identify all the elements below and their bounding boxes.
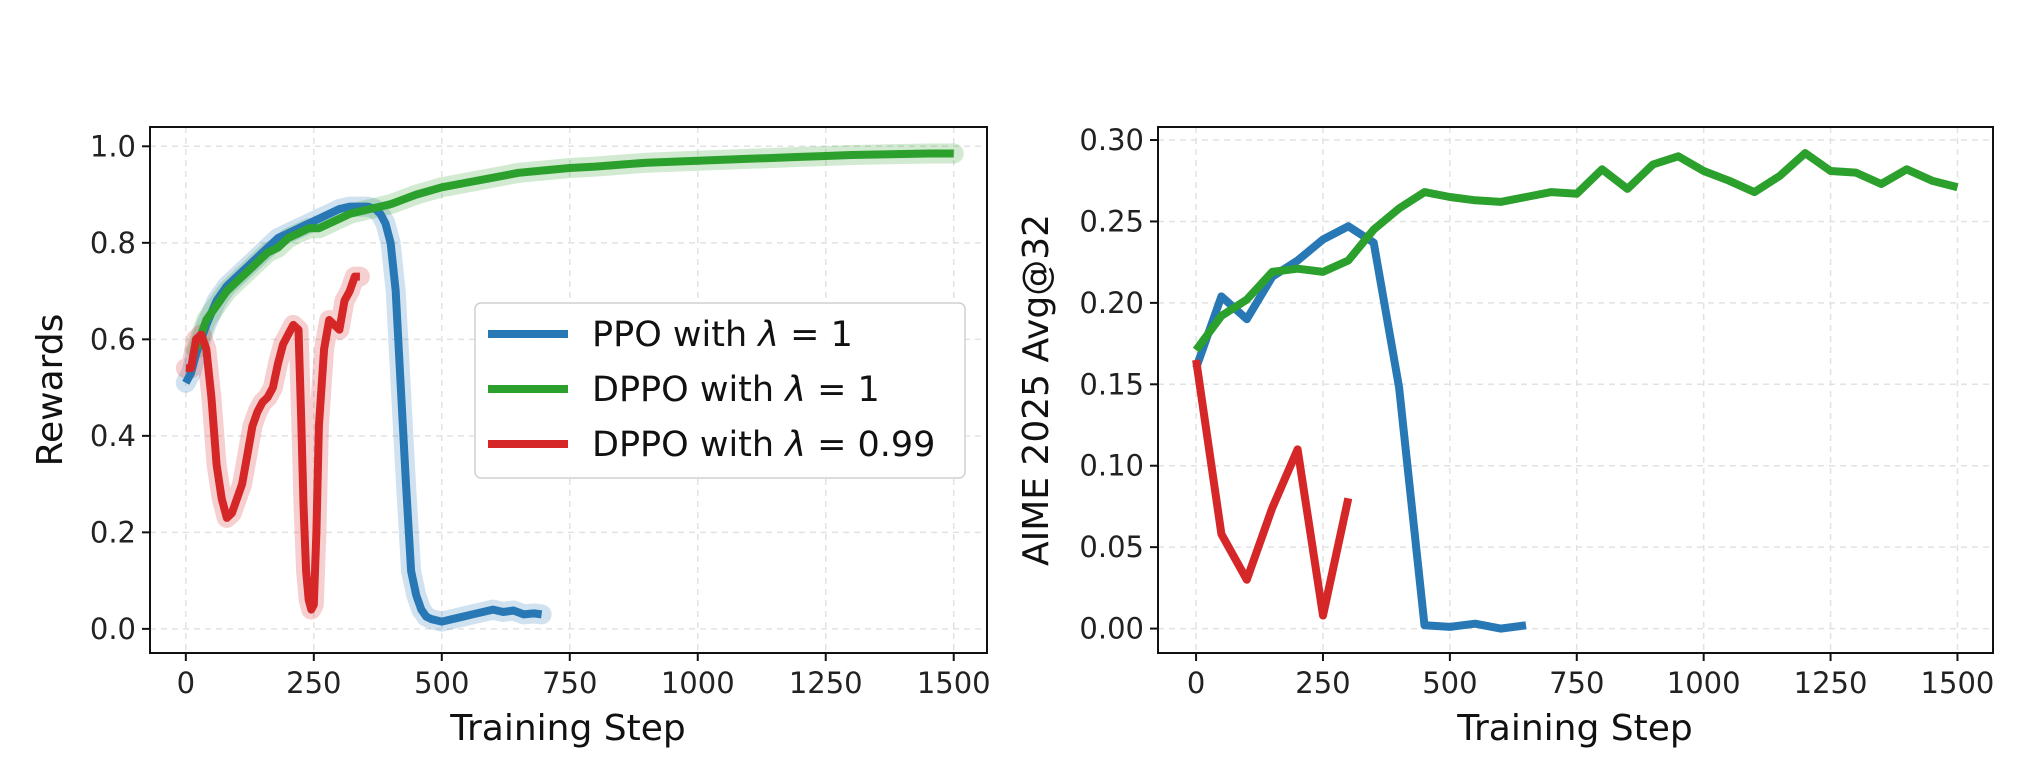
- y-tick-label: 0.20: [1079, 286, 1144, 320]
- plot-frame: [149, 126, 988, 654]
- y-tick-label: 0.6: [90, 322, 136, 356]
- x-tick-label: 1500: [1921, 666, 1995, 700]
- x-axis-label: Training Step: [1456, 708, 1692, 749]
- legend-label-dppo-099: DPPO with λ = 0.99: [592, 425, 935, 465]
- x-tick-label: 0: [1187, 666, 1205, 700]
- legend-label-ppo: PPO with λ = 1: [592, 315, 853, 355]
- x-tick-label: 500: [414, 666, 469, 700]
- series-lines: [182, 149, 954, 626]
- rewards-chart: 0 250 500 750 1000 1250 1500 0.0 0.2 0.4 0.6 0.8 1.0…: [30, 126, 991, 749]
- y-tick-label: 0.25: [1079, 204, 1144, 238]
- series-lines: [1192, 149, 1959, 633]
- y-tick-label: 0.2: [90, 515, 136, 549]
- series-line: [1192, 149, 1959, 353]
- y-tick-label: 0.10: [1079, 449, 1144, 483]
- legend-label-dppo: DPPO with λ = 1: [592, 370, 880, 410]
- y-tick-label: 0.30: [1079, 123, 1144, 157]
- y-tick-label: 0.0: [90, 612, 136, 646]
- series-line: [1192, 359, 1353, 620]
- series-line: [1192, 222, 1527, 633]
- x-tick-label: 250: [286, 666, 341, 700]
- x-axis-label: Training Step: [449, 708, 685, 749]
- y-tick-label: 0.8: [90, 226, 136, 260]
- x-tick-label: 1250: [1794, 666, 1868, 700]
- y-tick-label: 1.0: [90, 129, 136, 163]
- y-axis-label: Rewards: [30, 314, 71, 467]
- plot-frame: [1157, 126, 1994, 654]
- axis-ticks: 0 250 500 750 1000 1250 1500 0.0 0.2 0.4 0.6 0.8 1.0: [90, 129, 991, 700]
- y-tick-label: 0.4: [90, 419, 136, 453]
- x-tick-label: 750: [542, 666, 597, 700]
- x-tick-label: 1000: [661, 666, 735, 700]
- legend-box: [474, 302, 966, 479]
- x-tick-label: 500: [1422, 666, 1477, 700]
- legend: PPO with λ = 1 DPPO with λ = 1 DPPO with…: [474, 302, 966, 479]
- y-axis-label: AIME 2025 Avg@32: [1016, 214, 1057, 566]
- x-tick-label: 1250: [789, 666, 863, 700]
- y-tick-label: 0.05: [1079, 530, 1144, 564]
- aime-chart: 0 250 500 750 1000 1250 1500 0.00 0.05 0.10 0.15 0.…: [1016, 123, 1994, 749]
- x-tick-label: 250: [1295, 666, 1350, 700]
- series-line: [192, 149, 954, 351]
- x-tick-label: 0: [177, 666, 195, 700]
- y-tick-label: 0.00: [1079, 612, 1144, 646]
- x-tick-label: 1000: [1667, 666, 1741, 700]
- series-line: [185, 272, 360, 614]
- y-tick-label: 0.15: [1079, 367, 1144, 401]
- grid: [1158, 127, 1993, 653]
- x-tick-label: 750: [1549, 666, 1604, 700]
- axis-ticks: 0 250 500 750 1000 1250 1500 0.00 0.05 0.10 0.15 0.…: [1079, 123, 1994, 700]
- x-tick-label: 1500: [917, 666, 991, 700]
